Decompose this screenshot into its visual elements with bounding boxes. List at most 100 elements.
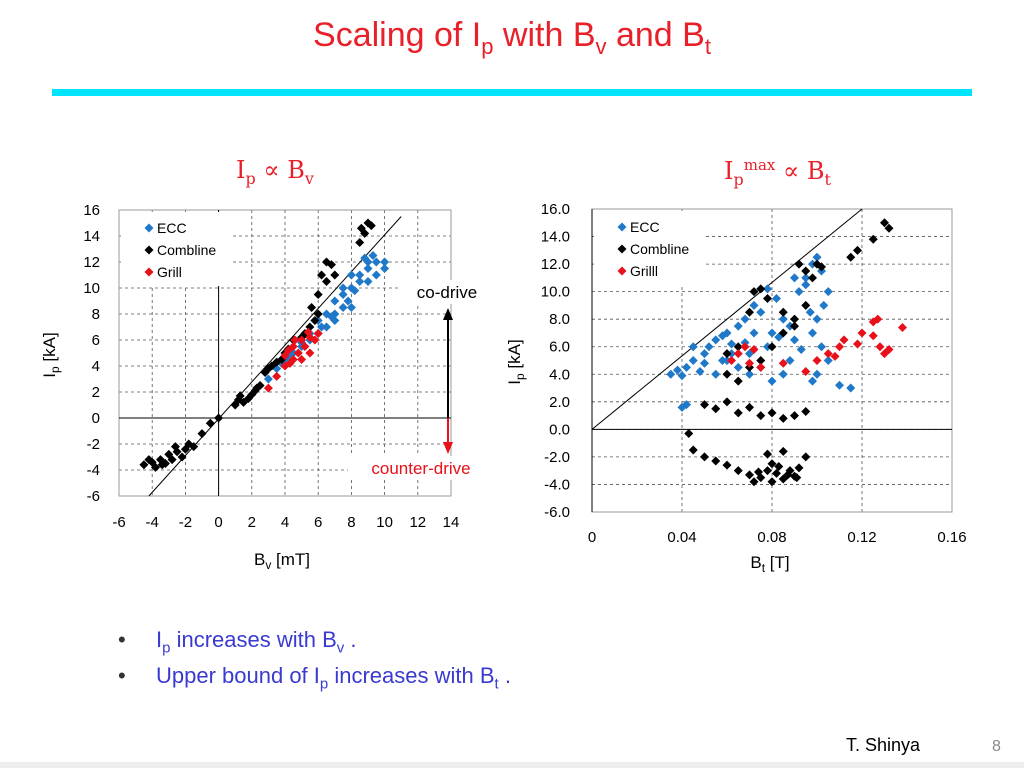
slide-title: Scaling of Ip with Bv and Bt xyxy=(313,16,711,59)
data-point-grilll xyxy=(727,356,736,365)
data-point-combline xyxy=(722,369,732,379)
data-point-combline xyxy=(745,307,754,317)
data-point-combline xyxy=(317,270,327,280)
data-point-ecc xyxy=(368,251,378,260)
y-tick-label: 10 xyxy=(83,280,100,297)
data-point-ecc xyxy=(794,287,804,297)
legend-marker xyxy=(617,222,627,232)
data-point-ecc xyxy=(360,253,370,263)
legend-box xyxy=(594,211,706,285)
data-point-ecc xyxy=(363,277,373,286)
data-point-grill xyxy=(263,383,273,393)
data-point-combline xyxy=(745,470,754,480)
data-point-ecc xyxy=(371,270,381,280)
page-number: 8 xyxy=(992,738,1001,755)
data-point-combline xyxy=(733,376,743,386)
data-point-combline xyxy=(139,460,149,470)
x-tick-label: 4 xyxy=(281,514,289,531)
y-tick-label: 4 xyxy=(92,358,100,375)
data-point-combline xyxy=(884,223,894,233)
y-tick-label: 8 xyxy=(92,306,100,323)
y-tick-label: 16 xyxy=(83,202,100,219)
data-point-combline xyxy=(772,468,781,478)
legend-marker xyxy=(617,266,627,276)
data-point-combline xyxy=(763,449,772,459)
plot-area xyxy=(118,209,452,497)
data-point-grilll xyxy=(873,314,883,324)
y-tick-label: -4.0 xyxy=(544,476,570,493)
co-drive-arrow-head xyxy=(443,308,453,320)
bullet-symbol: • xyxy=(118,627,126,652)
x-tick-label: -2 xyxy=(179,514,192,531)
data-point-combline xyxy=(778,413,788,423)
data-point-ecc xyxy=(812,314,822,324)
data-point-ecc xyxy=(380,264,390,273)
legend-label: Grilll xyxy=(630,263,658,279)
data-point-grilll xyxy=(898,322,907,332)
x-tick-label: 0.04 xyxy=(667,529,696,546)
data-point-ecc xyxy=(263,374,273,384)
y-tick-label: 0.0 xyxy=(549,421,570,438)
data-point-ecc xyxy=(677,371,687,381)
data-point-combline xyxy=(733,466,743,476)
data-point-combline xyxy=(868,234,878,244)
y-tick-label: 2 xyxy=(92,384,100,401)
data-point-ecc xyxy=(740,314,750,324)
data-point-combline xyxy=(711,456,721,466)
data-point-combline xyxy=(197,429,207,439)
y-tick-label: 14 xyxy=(83,228,100,245)
data-point-grill xyxy=(300,342,310,351)
data-point-combline xyxy=(313,309,323,319)
data-point-combline xyxy=(307,303,317,312)
data-point-combline xyxy=(700,452,709,462)
data-point-grilll xyxy=(868,331,878,341)
data-point-grilll xyxy=(884,344,894,354)
data-point-ecc xyxy=(817,342,826,352)
data-point-grill xyxy=(272,371,282,381)
y-tick-label: 6 xyxy=(92,332,100,349)
data-point-combline xyxy=(722,397,732,407)
data-point-combline xyxy=(733,408,743,418)
counter-drive-label-bg xyxy=(348,456,494,480)
data-point-combline xyxy=(801,300,811,310)
data-point-grilll xyxy=(801,367,811,377)
data-point-ecc xyxy=(819,300,829,310)
x-tick-label: 0.16 xyxy=(937,529,966,546)
y-tick-label: 8.0 xyxy=(549,311,570,328)
y-tick-label: -2 xyxy=(87,436,100,453)
y-tick-label: 6.0 xyxy=(549,339,570,356)
data-point-ecc xyxy=(801,273,811,283)
data-point-combline xyxy=(778,446,788,456)
data-point-combline xyxy=(214,413,224,423)
x-tick-label: 0 xyxy=(588,529,596,546)
data-point-combline xyxy=(767,477,777,487)
x-tick-label: 2 xyxy=(248,514,256,531)
bullet-symbol: • xyxy=(118,663,126,688)
data-point-combline xyxy=(684,428,694,438)
data-point-combline xyxy=(880,218,889,228)
bullet-list: • Ip increases with Bv . • Upper bound of … xyxy=(118,622,511,694)
data-point-ecc xyxy=(835,380,844,390)
x-tick-label: 10 xyxy=(376,514,393,531)
data-point-combline xyxy=(808,273,817,283)
y-tick-label: 16.0 xyxy=(541,201,570,218)
reference-line xyxy=(148,216,402,497)
data-point-grilll xyxy=(875,342,885,352)
data-point-ecc xyxy=(682,362,691,372)
co-drive-label: co-drive xyxy=(417,283,477,302)
data-point-ecc xyxy=(745,369,754,379)
data-point-ecc xyxy=(346,270,356,280)
data-point-combline xyxy=(356,223,366,233)
x-tick-label: 12 xyxy=(409,514,426,531)
data-point-ecc xyxy=(330,296,340,306)
data-point-combline xyxy=(711,404,721,414)
x-axis-label: Bt [T] xyxy=(750,553,789,575)
data-point-combline xyxy=(846,252,856,262)
data-point-ecc xyxy=(796,344,806,354)
data-point-ecc xyxy=(317,322,327,332)
counter-drive-label: counter-drive xyxy=(371,459,470,478)
data-point-ecc xyxy=(749,328,759,338)
x-tick-label: 0 xyxy=(214,514,222,531)
data-point-grill xyxy=(305,348,315,358)
